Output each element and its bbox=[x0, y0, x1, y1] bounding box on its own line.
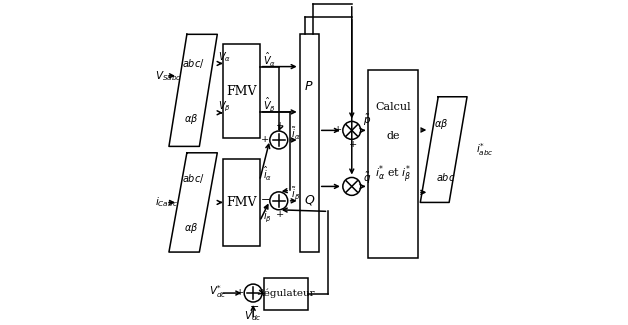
Text: +: + bbox=[261, 135, 269, 144]
Text: $\hat{V}_{\alpha}$: $\hat{V}_{\alpha}$ bbox=[263, 51, 276, 69]
Circle shape bbox=[343, 177, 360, 195]
Text: $\alpha\beta$: $\alpha\beta$ bbox=[183, 221, 198, 235]
Text: +: + bbox=[276, 122, 284, 130]
Text: $\hat{i}_{\alpha}$: $\hat{i}_{\alpha}$ bbox=[263, 165, 272, 183]
Bar bbox=[264, 278, 308, 310]
Bar bbox=[369, 70, 418, 258]
Text: $abc$: $abc$ bbox=[436, 171, 455, 183]
Text: $V_{\alpha}$: $V_{\alpha}$ bbox=[218, 50, 231, 64]
Text: FMV: FMV bbox=[226, 196, 256, 209]
Text: $\tilde{q}$: $\tilde{q}$ bbox=[364, 171, 372, 186]
Text: $i^{*}_{abc}$: $i^{*}_{abc}$ bbox=[475, 141, 494, 158]
Text: +: + bbox=[334, 125, 342, 134]
Text: $V_{\beta}$: $V_{\beta}$ bbox=[218, 99, 230, 113]
Circle shape bbox=[270, 131, 288, 149]
Text: $i_{\alpha}^{*}$ et $i_{\beta}^{*}$: $i_{\alpha}^{*}$ et $i_{\beta}^{*}$ bbox=[375, 164, 411, 187]
Text: $\alpha\beta$: $\alpha\beta$ bbox=[183, 112, 198, 126]
Text: −: − bbox=[249, 302, 259, 312]
Text: $\alpha\beta$: $\alpha\beta$ bbox=[434, 117, 448, 131]
Text: Calcul: Calcul bbox=[376, 102, 411, 112]
Text: +: + bbox=[236, 288, 244, 297]
Text: −: − bbox=[261, 195, 270, 205]
Text: FMV: FMV bbox=[226, 84, 256, 98]
Bar bbox=[223, 159, 259, 246]
Text: $Q$: $Q$ bbox=[303, 193, 315, 207]
Circle shape bbox=[244, 284, 262, 302]
Text: $abc/$: $abc/$ bbox=[182, 172, 205, 185]
Text: $V_{dc}$: $V_{dc}$ bbox=[244, 309, 262, 323]
Text: $\hat{i}_{\beta}$: $\hat{i}_{\beta}$ bbox=[263, 206, 272, 224]
Text: $abc/$: $abc/$ bbox=[182, 57, 205, 70]
Circle shape bbox=[270, 192, 288, 210]
Text: de: de bbox=[386, 131, 400, 141]
Circle shape bbox=[343, 122, 360, 139]
Bar bbox=[300, 34, 319, 252]
Text: $P$: $P$ bbox=[305, 80, 314, 93]
Text: $i_{Cabc}$: $i_{Cabc}$ bbox=[156, 196, 178, 209]
Text: +: + bbox=[349, 140, 357, 149]
Text: Régulateur: Régulateur bbox=[257, 289, 315, 298]
Text: $\tilde{i}_{\alpha}$: $\tilde{i}_{\alpha}$ bbox=[291, 125, 300, 142]
Bar bbox=[223, 44, 259, 138]
Text: $V_{Sabc}$: $V_{Sabc}$ bbox=[156, 69, 182, 83]
Text: $\hat{V}_{\beta}$: $\hat{V}_{\beta}$ bbox=[263, 96, 276, 114]
Text: $\tilde{i}_{\beta}$: $\tilde{i}_{\beta}$ bbox=[291, 186, 300, 203]
Text: +: + bbox=[276, 210, 284, 219]
Text: $\tilde{p}$: $\tilde{p}$ bbox=[364, 113, 371, 128]
Text: $V^{*}_{dc}$: $V^{*}_{dc}$ bbox=[209, 284, 227, 301]
